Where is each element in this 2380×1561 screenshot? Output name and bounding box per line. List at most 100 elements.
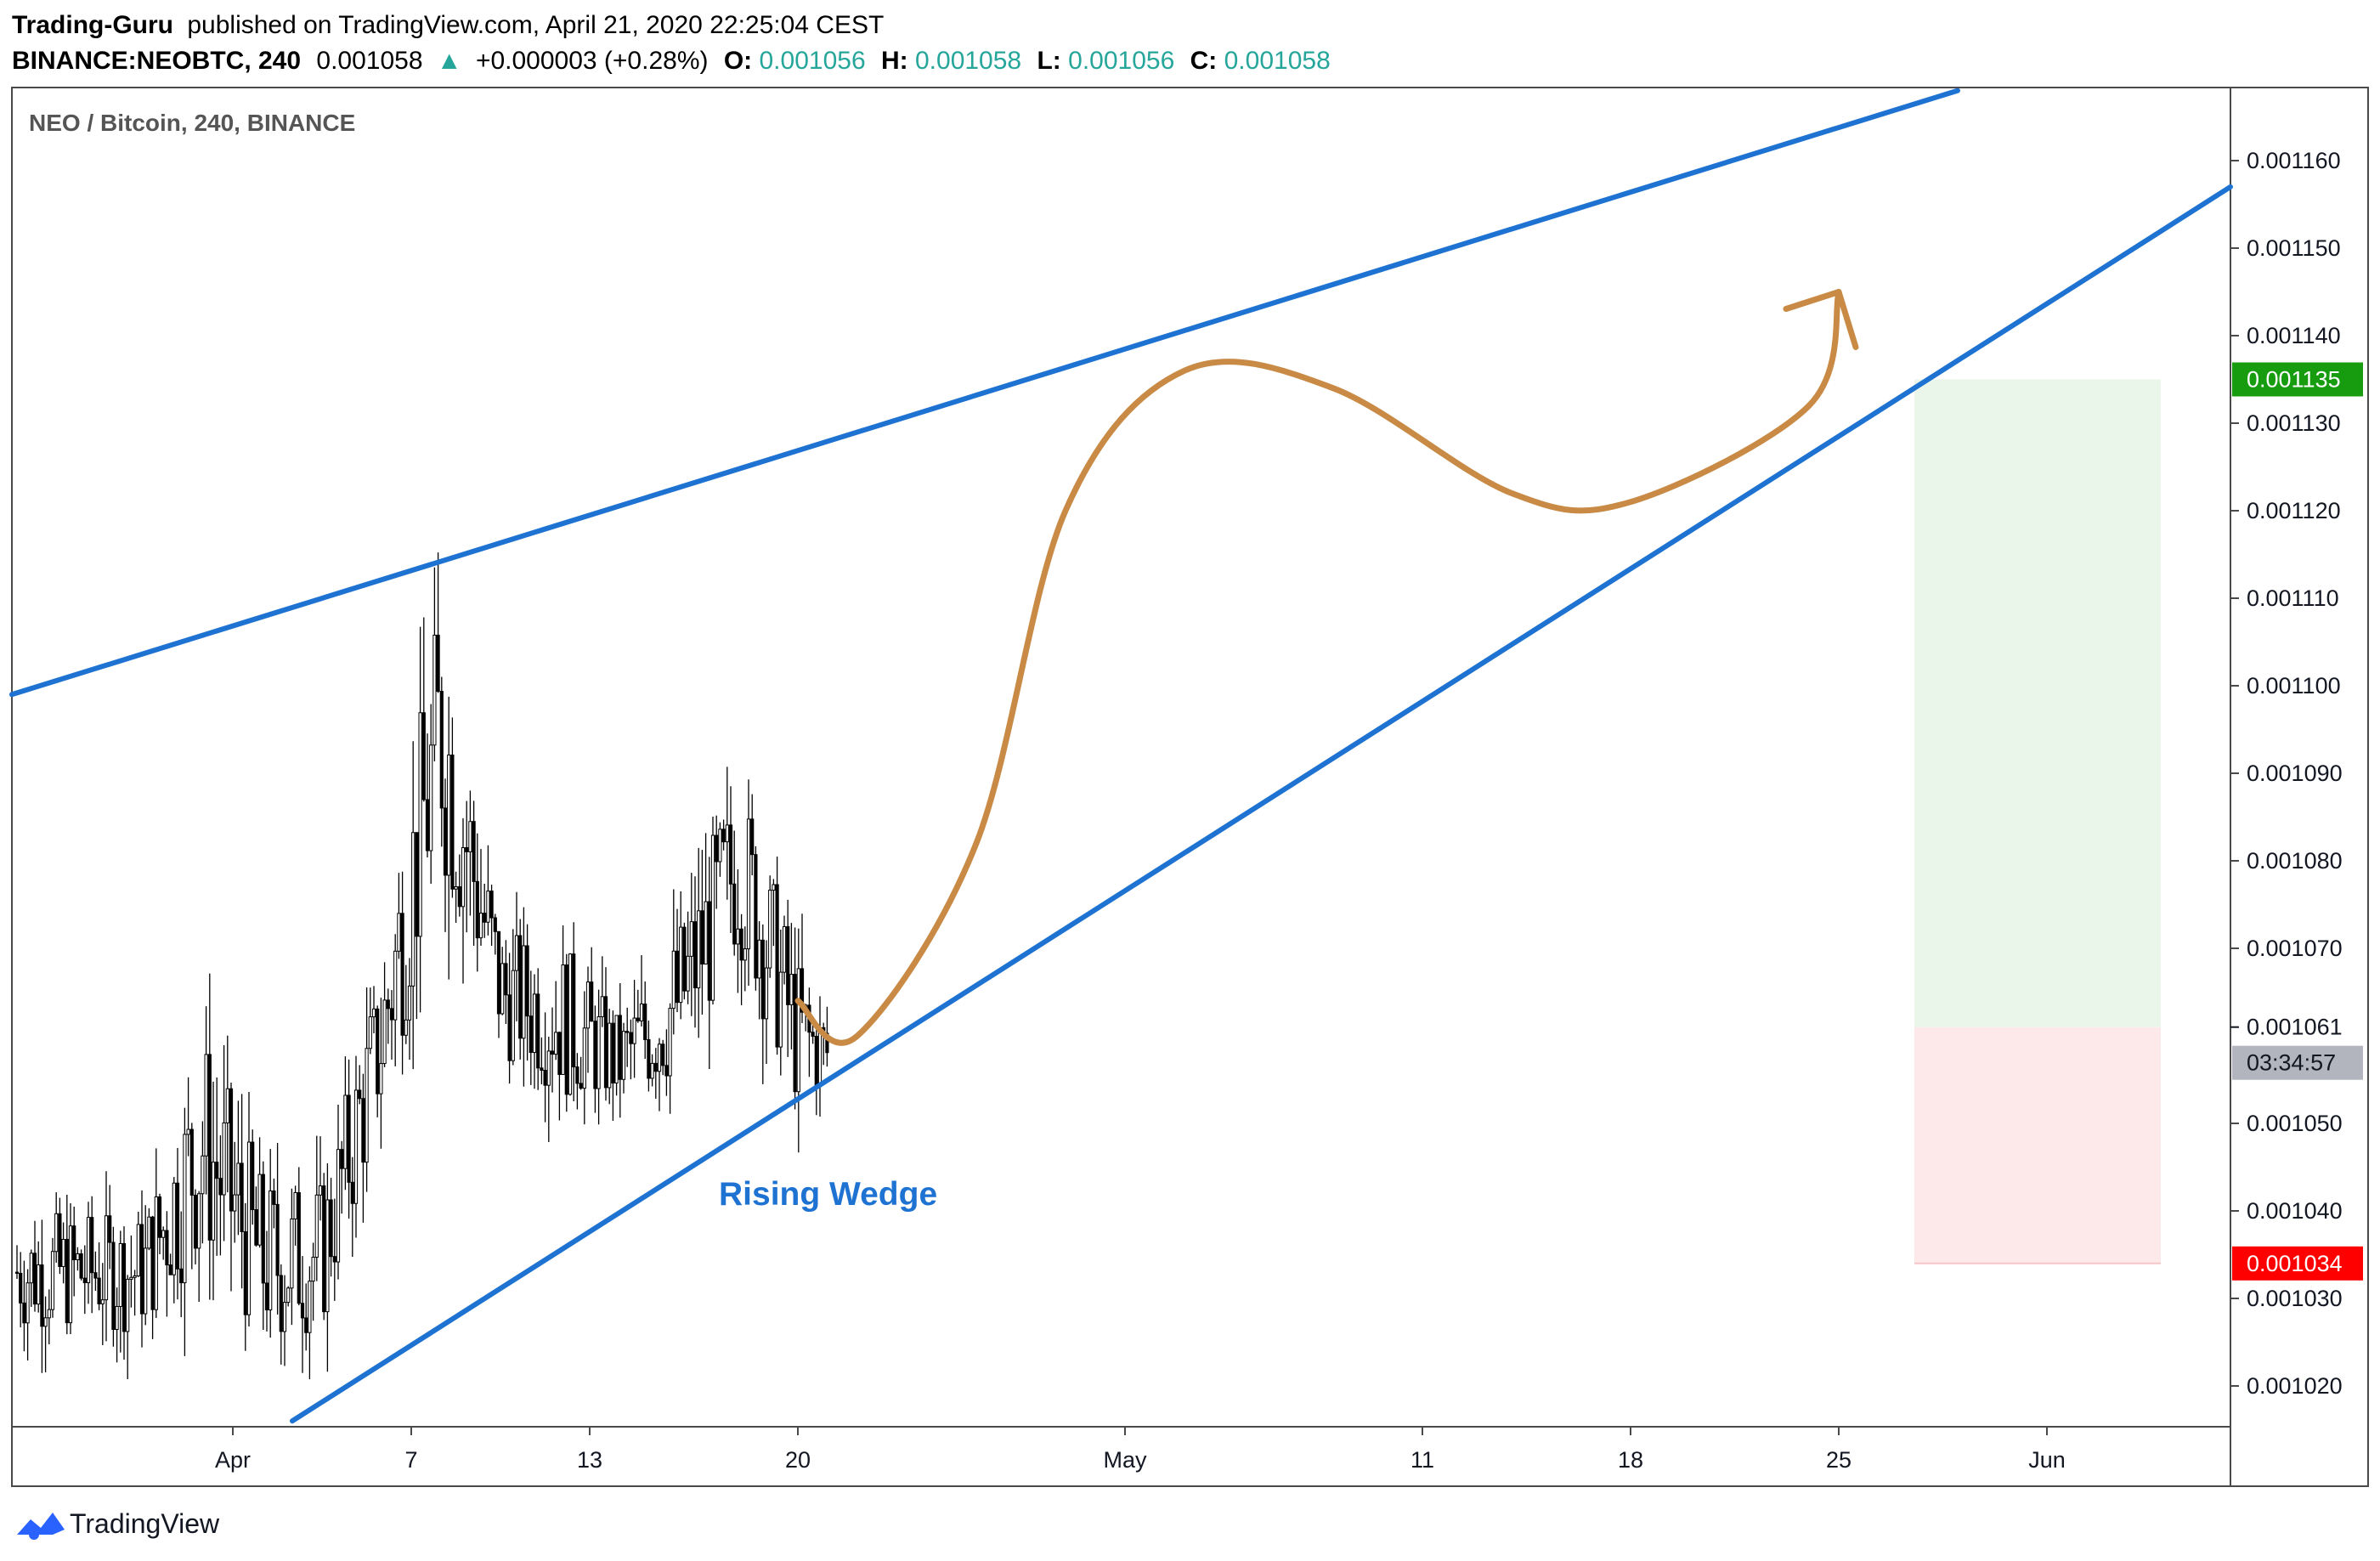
candle bbox=[789, 923, 794, 1050]
price-tick-label: 0.001020 bbox=[2247, 1373, 2343, 1399]
candle bbox=[643, 981, 647, 1060]
price-tick-label: 0.001070 bbox=[2247, 936, 2343, 961]
candle bbox=[308, 1266, 312, 1380]
candle bbox=[47, 1289, 51, 1344]
candle bbox=[272, 1178, 276, 1229]
candle bbox=[489, 885, 494, 947]
candle bbox=[29, 1249, 33, 1307]
time-axis[interactable]: Apr 7 13 20 May 11 18 25 Jun bbox=[215, 1427, 2066, 1473]
candle bbox=[664, 1029, 669, 1096]
price-axis[interactable]: 0.001160 0.001150 0.001140 0.001130 0.001120… bbox=[2230, 148, 2343, 1399]
candle-body bbox=[514, 935, 519, 971]
candle bbox=[554, 981, 558, 1060]
candle bbox=[632, 980, 636, 1078]
candle-body bbox=[664, 1065, 669, 1077]
candle-body bbox=[754, 854, 758, 979]
candle bbox=[14, 1245, 20, 1279]
candle-body bbox=[504, 963, 508, 996]
candle bbox=[679, 891, 683, 1020]
candle bbox=[432, 567, 437, 761]
candle-body bbox=[421, 712, 426, 800]
candle-body bbox=[429, 744, 433, 851]
candle bbox=[343, 1056, 348, 1191]
candle bbox=[100, 1263, 105, 1346]
candle bbox=[746, 779, 751, 986]
candle-body bbox=[546, 1050, 551, 1086]
candle-body bbox=[179, 1268, 184, 1284]
candle bbox=[550, 1007, 555, 1093]
candle-body bbox=[647, 1038, 651, 1079]
candle bbox=[144, 1205, 148, 1326]
candle bbox=[32, 1220, 37, 1312]
author-name[interactable]: Trading-Guru bbox=[12, 11, 173, 39]
candle-body bbox=[468, 821, 472, 852]
candle-body bbox=[193, 1195, 198, 1249]
projection-arrowhead bbox=[1783, 289, 1859, 350]
candle bbox=[311, 1242, 315, 1321]
close-value: 0.001058 bbox=[1224, 47, 1331, 75]
candle bbox=[700, 850, 704, 1015]
tradingview-brand[interactable]: TradingView bbox=[70, 1508, 220, 1539]
candle-body bbox=[161, 1230, 166, 1238]
candle-body bbox=[407, 985, 412, 1021]
candle bbox=[93, 1251, 98, 1292]
candle-body bbox=[350, 1181, 354, 1204]
candle-body bbox=[393, 950, 398, 1021]
candle bbox=[183, 1107, 187, 1356]
candle bbox=[689, 873, 693, 1016]
candle-body bbox=[37, 1264, 41, 1305]
tp-price-badge: 0.001135 bbox=[2247, 367, 2341, 393]
candle bbox=[204, 1006, 208, 1195]
candle-body bbox=[457, 886, 461, 908]
candle-body bbox=[79, 1253, 83, 1279]
candle-body bbox=[215, 1162, 219, 1179]
tradingview-logo-icon[interactable] bbox=[17, 1513, 65, 1540]
candle bbox=[58, 1197, 62, 1275]
candle-body bbox=[322, 1185, 326, 1313]
candle-body bbox=[525, 945, 529, 1017]
candle bbox=[675, 908, 680, 1013]
candle bbox=[179, 1211, 184, 1318]
chart-frame bbox=[11, 87, 2369, 1487]
candle bbox=[461, 817, 466, 984]
candle bbox=[22, 1260, 26, 1352]
candle-body bbox=[340, 1149, 344, 1169]
candle-body bbox=[750, 818, 755, 856]
candle-body bbox=[796, 968, 800, 1093]
candle bbox=[211, 1081, 216, 1301]
candle-body bbox=[157, 1196, 162, 1238]
candle bbox=[739, 913, 743, 1005]
candle-body bbox=[129, 1276, 133, 1280]
candle bbox=[707, 857, 711, 1070]
candle bbox=[728, 786, 733, 933]
candle bbox=[807, 987, 811, 1077]
candle bbox=[275, 1142, 280, 1315]
candle-body bbox=[175, 1182, 180, 1270]
candle-body bbox=[732, 883, 737, 945]
candle bbox=[772, 879, 776, 947]
candle-body bbox=[675, 950, 680, 1004]
candle-body bbox=[72, 1225, 76, 1261]
candle-body bbox=[800, 968, 805, 1013]
candle-body bbox=[718, 829, 722, 863]
candle-body bbox=[58, 1213, 62, 1267]
candle bbox=[529, 970, 533, 1085]
candle bbox=[365, 987, 369, 1192]
candle bbox=[197, 1191, 201, 1303]
candle bbox=[293, 1185, 297, 1246]
price-tick-label: 0.001080 bbox=[2247, 848, 2343, 874]
candle-body bbox=[415, 832, 419, 937]
candle-body bbox=[536, 993, 540, 1069]
candle bbox=[189, 1123, 194, 1270]
candle-body bbox=[561, 964, 565, 1075]
candle bbox=[236, 1100, 240, 1236]
candle-body bbox=[225, 1088, 229, 1123]
candle-body bbox=[489, 891, 494, 919]
candle-body bbox=[572, 953, 576, 1068]
candle-body bbox=[150, 1216, 155, 1310]
candle-body bbox=[689, 921, 693, 957]
candle bbox=[618, 983, 622, 1118]
candle-body bbox=[311, 1256, 315, 1282]
candle bbox=[411, 741, 416, 1070]
candle-body bbox=[596, 1016, 601, 1089]
